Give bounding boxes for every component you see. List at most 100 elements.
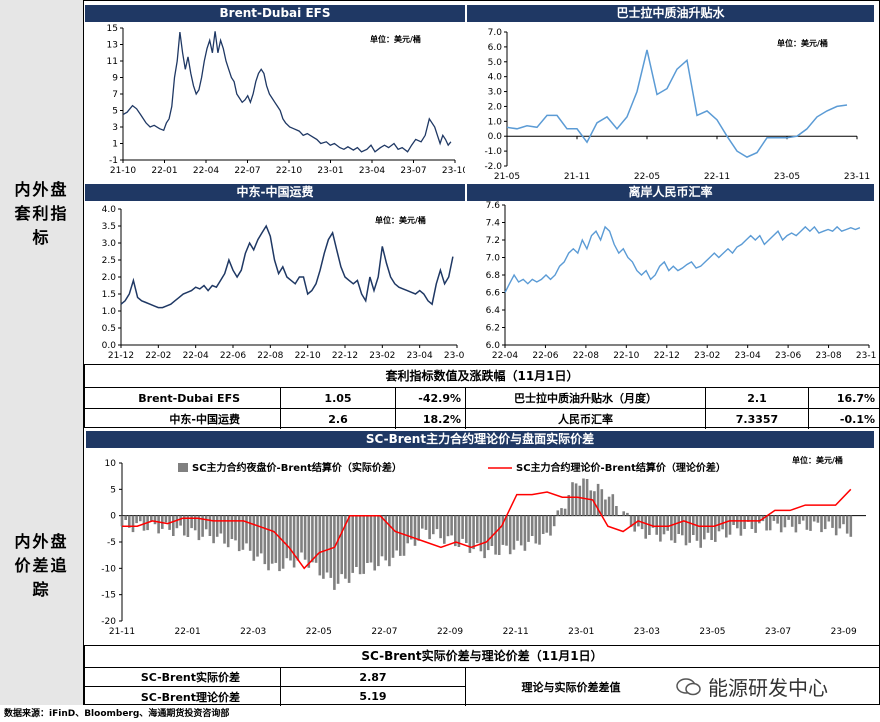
bar xyxy=(556,510,560,516)
x-tick-label: 23-10 xyxy=(856,351,877,361)
bar xyxy=(278,515,281,572)
y-tick-label: 7.6 xyxy=(486,201,501,211)
y-tick-label: 6.0 xyxy=(486,341,501,351)
bar xyxy=(333,515,336,590)
bar xyxy=(128,515,131,528)
series-line xyxy=(504,225,861,293)
bar xyxy=(607,496,611,516)
bar xyxy=(728,515,732,535)
bar xyxy=(245,515,248,544)
bar xyxy=(497,515,501,555)
y-tick-label: -20 xyxy=(101,617,116,627)
bar xyxy=(289,515,292,561)
y-tick-label: 9 xyxy=(112,74,118,84)
bar xyxy=(150,515,153,521)
x-tick-label: 22-01 xyxy=(175,627,201,637)
y-tick-label: -2.0 xyxy=(484,162,502,172)
x-tick-label: 21-11 xyxy=(564,172,590,180)
series-line xyxy=(796,104,848,137)
y-tick-label: 1 xyxy=(112,140,118,150)
series-line xyxy=(122,488,852,570)
bar xyxy=(124,515,127,520)
bar xyxy=(263,515,267,565)
x-tick-label: 23-06 xyxy=(775,351,801,361)
bar xyxy=(596,483,600,516)
bar xyxy=(417,515,420,541)
x-tick-label: 23-04 xyxy=(407,351,433,361)
table-cell: 7.3357 xyxy=(706,409,809,429)
bar xyxy=(725,515,728,538)
bar xyxy=(772,515,776,521)
bar xyxy=(706,515,710,533)
x-tick-label: 22-11 xyxy=(704,172,730,180)
y-tick-label: 2.0 xyxy=(488,102,503,112)
x-tick-label: 22-04 xyxy=(193,166,219,176)
bar xyxy=(626,512,629,516)
table-row: SC-Brent理论价差 5.19 xyxy=(85,687,465,706)
bar xyxy=(486,515,490,551)
y-tick-label: -1.0 xyxy=(484,147,502,157)
bar xyxy=(443,515,446,544)
bar xyxy=(483,515,486,559)
y-tick-label: 15 xyxy=(107,24,118,34)
bar xyxy=(805,515,809,530)
bar xyxy=(692,515,695,535)
x-tick-label: 22-10 xyxy=(613,351,639,361)
y-tick-label: 3.5 xyxy=(102,222,116,232)
bar xyxy=(193,515,197,531)
bar xyxy=(589,490,593,516)
x-tick-label: 22-03 xyxy=(240,627,266,637)
bar xyxy=(164,515,168,523)
bar xyxy=(322,515,325,579)
bar xyxy=(201,515,204,537)
x-tick-label: 22-01 xyxy=(151,166,177,176)
bar xyxy=(758,515,761,524)
table-cell: SC-Brent实际价差 xyxy=(85,668,281,686)
x-tick-label: 22-11 xyxy=(503,627,529,637)
bar xyxy=(673,515,677,543)
bar xyxy=(512,515,516,550)
y-tick-label: 11 xyxy=(107,57,118,67)
x-tick-label: 22-10 xyxy=(276,166,302,176)
bar xyxy=(432,515,435,535)
bar xyxy=(355,515,358,567)
x-tick-label: 23-07 xyxy=(765,627,791,637)
bar xyxy=(395,515,398,551)
bar xyxy=(845,515,849,534)
bar xyxy=(794,515,798,533)
bar xyxy=(736,515,739,529)
bar xyxy=(380,515,384,557)
bar xyxy=(703,515,706,540)
table-cell: SC-Brent理论价差 xyxy=(85,687,281,706)
y-tick-label: 0 xyxy=(110,512,116,522)
x-tick-label: 23-07 xyxy=(400,166,426,176)
efs-chart: 15 13 11 9 7 5 3 1 -121-10 22-01 22-04 22-07 22-10 23… xyxy=(107,24,465,176)
y-tick-label: 7 xyxy=(112,90,118,100)
x-tick-label: 23-03 xyxy=(634,627,660,637)
bar xyxy=(476,515,479,544)
y-tick-label: 3.0 xyxy=(488,88,503,98)
bar xyxy=(428,515,431,540)
bar xyxy=(457,515,461,547)
x-tick-label: 22-05 xyxy=(306,627,332,637)
bar xyxy=(190,515,193,529)
bar xyxy=(399,515,402,556)
bar xyxy=(377,515,380,567)
bar xyxy=(574,483,578,516)
bar xyxy=(461,515,464,539)
bar xyxy=(270,515,274,564)
x-tick-label: 23-01 xyxy=(568,627,594,637)
bar xyxy=(530,515,534,536)
bar xyxy=(410,515,413,540)
y-tick-label: 7.0 xyxy=(486,254,501,264)
bar xyxy=(318,515,322,576)
bar xyxy=(344,515,347,579)
cnh-chart: 7.6 7.4 7.2 7.0 6.8 6.6 6.4 6.2 6.022-04 22-06 22-… xyxy=(486,201,877,361)
bar xyxy=(527,515,530,542)
bar xyxy=(325,515,329,573)
bar xyxy=(454,515,457,547)
bar xyxy=(534,515,538,544)
bar xyxy=(351,515,354,573)
bar xyxy=(611,494,615,516)
